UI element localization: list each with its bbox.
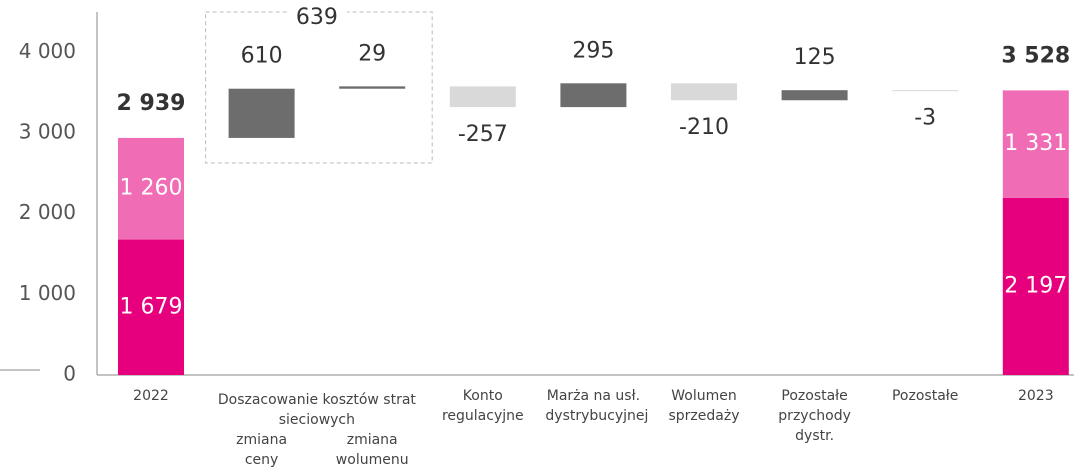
step-bar [339, 86, 406, 89]
step-label: 295 [572, 38, 614, 63]
x-tick-label: 2022 [133, 388, 169, 404]
y-tick-label: 3 000 [19, 120, 76, 144]
step-bar [671, 83, 737, 101]
y-tick-label: 1 000 [19, 281, 76, 305]
step-bar [892, 90, 959, 92]
x-tick-label: Pozostałe [891, 388, 959, 404]
step-label: -210 [679, 115, 729, 140]
step-label: -3 [914, 105, 936, 130]
step-bar [449, 86, 516, 108]
bar-segment [1002, 197, 1069, 375]
bar-segment [1002, 90, 1069, 198]
y-tick-label: 0 [63, 362, 76, 386]
step-label: 29 [358, 41, 386, 66]
y-tick-label: 4 000 [19, 39, 76, 63]
sub-label: zmiana ceny [236, 432, 288, 468]
group-total-bg [286, 4, 347, 22]
x-tick-label: Marża na usł. dystrybucyjnej [545, 388, 649, 424]
x-tick-label: Konto regulacyjne [441, 388, 524, 424]
step-bar [560, 83, 627, 108]
step-bar [781, 90, 848, 101]
y-tick-label: 2 000 [19, 200, 76, 224]
x-tick-label: 2023 [1017, 388, 1054, 404]
sub-label: zmiana wolumenu [335, 432, 409, 468]
step-bar [228, 88, 295, 138]
group-total-label: 639 [296, 5, 338, 30]
x-tick-label: Pozostałe przychody dystr. [778, 388, 851, 444]
step-label: 610 [241, 44, 283, 69]
total-label: 2 939 [117, 91, 186, 116]
x-tick-label: Doszacowanie kosztów strat sieciowych [217, 392, 416, 428]
segment-label: 2 197 [1004, 273, 1067, 298]
step-label: 125 [794, 45, 836, 70]
total-label: 3 528 [1001, 43, 1070, 68]
bar-segment [118, 239, 184, 375]
x-tick-label: Wolumen sprzedaży [668, 388, 740, 424]
segment-label: 1 679 [120, 294, 183, 319]
step-label: -257 [458, 122, 508, 147]
bar-segment [118, 137, 184, 240]
segment-label: 1 331 [1004, 131, 1067, 156]
segment-label: 1 260 [120, 176, 183, 201]
